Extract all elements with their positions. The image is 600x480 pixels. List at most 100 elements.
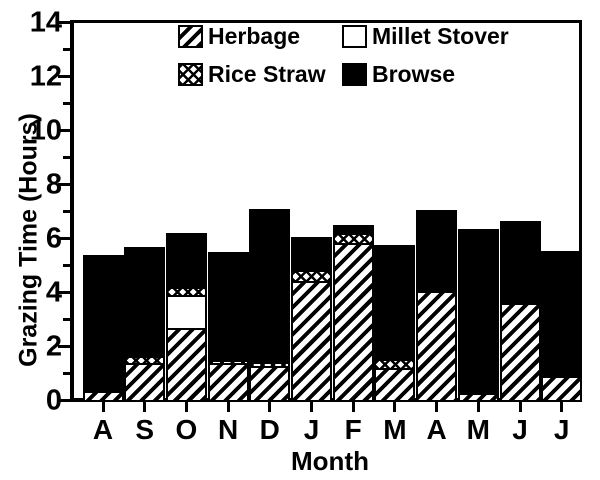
- segment-herbage-F-6: [334, 244, 372, 400]
- bar-10-J: [499, 221, 541, 402]
- segment-herbage-S-1: [126, 364, 164, 400]
- x-tick-1: [143, 402, 147, 412]
- bar-8-A: [416, 210, 458, 402]
- bar-5-J: [291, 237, 332, 402]
- legend-item-millet: Millet Stover: [342, 25, 509, 48]
- y-tick-label-0: 0: [45, 384, 62, 417]
- x-tick-label-7: M: [383, 414, 407, 445]
- y-minor-tick-1: [63, 372, 70, 375]
- segment-herbage-O-2: [167, 329, 205, 400]
- y-minor-tick-13: [63, 48, 70, 51]
- y-minor-tick-7: [63, 210, 70, 213]
- segment-browse-F-6: [334, 227, 372, 236]
- segment-millet-O-2: [167, 297, 205, 330]
- legend-label-browse: Browse: [372, 61, 456, 87]
- segment-herbage-J-10: [501, 305, 539, 400]
- segment-rice-J-11: [543, 375, 581, 379]
- segment-herbage-J-5: [293, 282, 330, 400]
- bar-0-A: [82, 254, 124, 402]
- y-major-tick-2: [58, 345, 70, 348]
- y-major-tick-14: [58, 21, 70, 24]
- legend-label-rice: Rice Straw: [208, 61, 326, 87]
- bar-3-N: [207, 252, 249, 402]
- segment-herbage-A-0: [84, 393, 122, 400]
- y-axis-line: [70, 20, 74, 402]
- solid-black-swatch-icon: [342, 63, 367, 86]
- legend-item-herbage: Herbage: [178, 25, 300, 48]
- x-tick-label-11: J: [553, 414, 570, 445]
- segment-browse-S-1: [126, 248, 164, 359]
- y-tick-label-10: 10: [29, 114, 62, 147]
- y-tick-label-2: 2: [45, 330, 62, 363]
- bar-1-S: [124, 246, 166, 402]
- y-minor-tick-3: [63, 318, 70, 321]
- x-tick-5: [310, 402, 313, 412]
- y-major-tick-0: [58, 399, 70, 402]
- segment-herbage-D-4: [251, 367, 289, 400]
- bar-9-M: [457, 229, 499, 402]
- segment-browse-D-4: [251, 211, 289, 364]
- y-minor-tick-9: [63, 156, 70, 159]
- segment-herbage-J-11: [543, 378, 581, 400]
- bar-2-O: [165, 233, 207, 402]
- white-swatch-icon: [342, 25, 367, 48]
- segment-rice-N-3: [209, 362, 247, 365]
- y-major-tick-4: [58, 291, 70, 294]
- segment-rice-J-5: [293, 271, 330, 283]
- segment-browse-J-11: [543, 252, 581, 376]
- y-major-tick-12: [58, 75, 70, 78]
- segment-rice-D-4: [251, 363, 289, 368]
- segment-rice-O-2: [167, 289, 205, 298]
- x-tick-9: [476, 402, 480, 412]
- segment-browse-M-9: [459, 231, 497, 395]
- x-tick-label-4: D: [259, 414, 280, 445]
- segment-herbage-M-9: [459, 394, 497, 400]
- x-tick-label-3: N: [217, 414, 239, 445]
- x-tick-8: [435, 402, 439, 412]
- x-tick-label-1: S: [135, 414, 155, 445]
- x-axis-title: Month: [291, 446, 369, 476]
- x-tick-label-5: J: [303, 414, 320, 445]
- segment-browse-O-2: [167, 235, 205, 290]
- x-tick-6: [351, 402, 355, 412]
- x-tick-11: [560, 402, 564, 412]
- x-tick-label-9: M: [466, 414, 490, 445]
- segment-herbage-A-8: [418, 293, 456, 400]
- x-tick-label-6: F: [344, 414, 362, 445]
- top-frame-line: [70, 20, 582, 23]
- bar-11-J: [541, 250, 583, 402]
- bar-4-D: [249, 209, 291, 402]
- crosshatch-swatch-icon: [178, 63, 203, 86]
- segment-rice-S-1: [126, 358, 164, 365]
- segment-herbage-M-7: [376, 370, 414, 400]
- x-tick-0: [101, 402, 105, 412]
- diagonal-hatch-swatch-icon: [178, 25, 203, 48]
- x-tick-4: [268, 402, 272, 412]
- bar-6-F: [332, 225, 374, 402]
- right-frame-line: [579, 20, 582, 402]
- segment-browse-J-5: [293, 239, 330, 272]
- segment-herbage-N-3: [209, 364, 247, 400]
- segment-browse-M-7: [376, 247, 414, 361]
- segment-rice-F-6: [334, 235, 372, 245]
- y-tick-label-6: 6: [45, 222, 62, 255]
- segment-browse-A-0: [84, 256, 122, 394]
- bar-7-M: [374, 245, 416, 402]
- legend-item-rice: Rice Straw: [178, 63, 326, 86]
- y-minor-tick-11: [63, 102, 70, 105]
- segment-browse-J-10: [501, 223, 539, 306]
- y-major-tick-6: [58, 237, 70, 240]
- x-tick-label-10: J: [512, 414, 528, 445]
- x-tick-label-2: O: [175, 414, 198, 445]
- y-tick-label-14: 14: [29, 6, 62, 39]
- y-minor-tick-5: [63, 264, 70, 267]
- legend-item-browse: Browse: [342, 63, 455, 86]
- x-tick-label-0: A: [92, 414, 114, 445]
- segment-browse-N-3: [209, 254, 247, 363]
- segment-rice-M-7: [376, 360, 414, 371]
- y-major-tick-8: [58, 183, 70, 186]
- y-tick-label-12: 12: [29, 60, 62, 93]
- legend-label-millet: Millet Stover: [372, 23, 509, 49]
- y-tick-label-8: 8: [45, 168, 62, 201]
